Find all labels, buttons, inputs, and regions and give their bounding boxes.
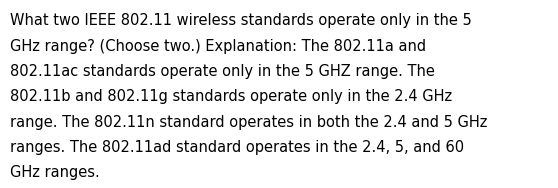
Text: ranges. The 802.11ad standard operates in the 2.4, 5, and 60: ranges. The 802.11ad standard operates i… <box>10 140 464 155</box>
Text: 802.11ac standards operate only in the 5 GHZ range. The: 802.11ac standards operate only in the 5… <box>10 64 435 79</box>
Text: GHz ranges.: GHz ranges. <box>10 165 100 180</box>
Text: range. The 802.11n standard operates in both the 2.4 and 5 GHz: range. The 802.11n standard operates in … <box>10 115 488 130</box>
Text: What two IEEE 802.11 wireless standards operate only in the 5: What two IEEE 802.11 wireless standards … <box>10 13 472 28</box>
Text: GHz range? (Choose two.) Explanation: The 802.11a and: GHz range? (Choose two.) Explanation: Th… <box>10 39 426 54</box>
Text: 802.11b and 802.11g standards operate only in the 2.4 GHz: 802.11b and 802.11g standards operate on… <box>10 89 452 104</box>
